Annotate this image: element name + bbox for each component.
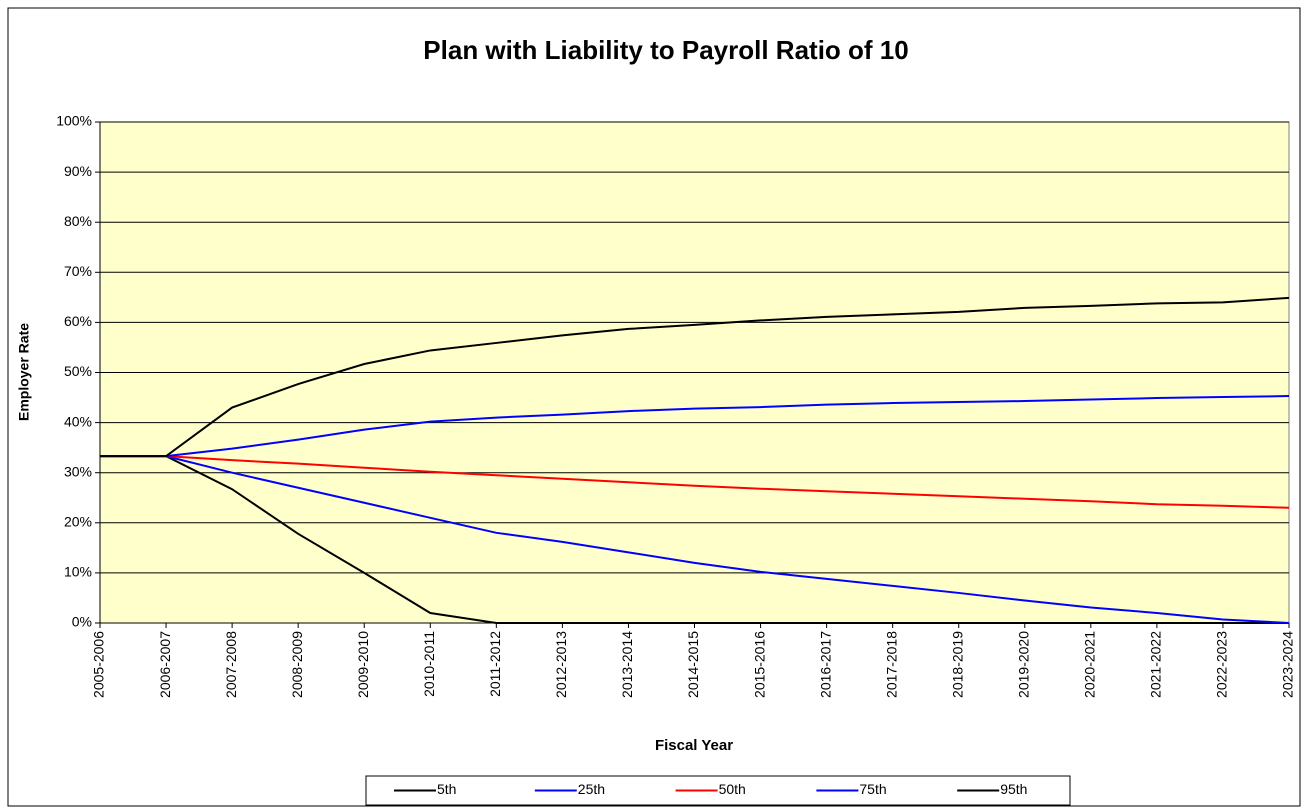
x-tick-label: 2006-2007 [157, 631, 173, 698]
legend-label: 50th [719, 781, 746, 797]
legend-label: 95th [1000, 781, 1027, 797]
x-tick-label: 2009-2010 [355, 631, 371, 698]
series-line [100, 455, 1290, 624]
legend-box [365, 775, 1071, 806]
y-tick-label: 30% [64, 463, 92, 479]
y-axis-label: Employer Rate [16, 323, 32, 421]
x-axis-label: Fiscal Year [655, 737, 733, 754]
x-tick-label: 2018-2019 [949, 631, 965, 698]
y-tick-label: 40% [64, 413, 92, 429]
x-tick-label: 2008-2009 [289, 631, 305, 698]
y-tick-label: 100% [56, 113, 92, 129]
chart-title: Plan with Liability to Payroll Ratio of … [423, 35, 908, 65]
x-tick-label: 2016-2017 [817, 631, 833, 698]
y-tick-label: 0% [72, 614, 92, 630]
y-tick-label: 10% [64, 564, 92, 580]
x-tick-label: 2017-2018 [883, 631, 899, 698]
x-tick-label: 2012-2013 [553, 631, 569, 698]
y-tick-label: 70% [64, 263, 92, 279]
y-tick-label: 80% [64, 213, 92, 229]
y-tick-label: 50% [64, 363, 92, 379]
legend-label: 75th [859, 781, 886, 797]
x-tick-label: 2015-2016 [751, 631, 767, 698]
y-tick-label: 90% [64, 163, 92, 179]
x-tick-label: 2021-2022 [1148, 631, 1164, 698]
x-tick-label: 2020-2021 [1082, 631, 1098, 698]
y-tick-label: 60% [64, 313, 92, 329]
x-tick-label: 2010-2011 [421, 631, 437, 697]
series-line [100, 296, 1290, 458]
x-tick-label: 2007-2008 [223, 631, 239, 698]
y-tick-label: 20% [64, 514, 92, 530]
x-tick-label: 2022-2023 [1214, 631, 1230, 698]
series-line [100, 455, 1289, 624]
legend-label: 5th [437, 781, 456, 797]
x-tick-label: 2023-2024 [1280, 631, 1296, 698]
series-line [100, 395, 1290, 458]
x-tick-label: 2019-2020 [1015, 631, 1031, 698]
x-tick-label: 2005-2006 [91, 631, 107, 698]
x-tick-label: 2011-2012 [487, 631, 503, 697]
series-line [100, 455, 1290, 509]
x-tick-label: 2013-2014 [619, 631, 635, 698]
x-tick-label: 2014-2015 [685, 631, 701, 698]
legend-label: 25th [578, 781, 605, 797]
